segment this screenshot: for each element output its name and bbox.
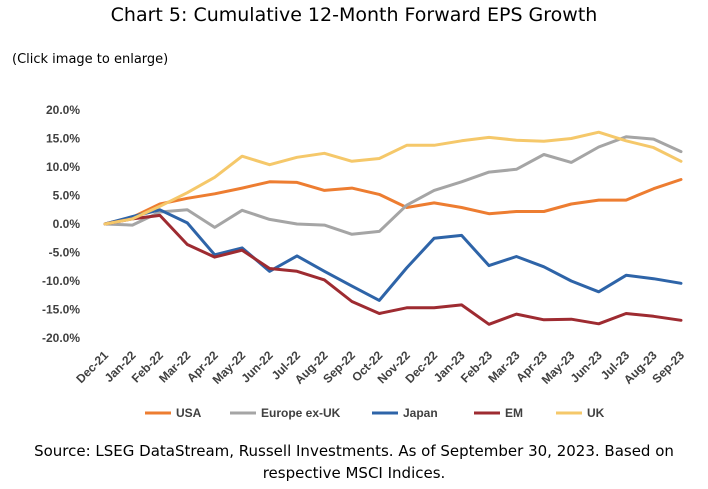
enlarge-hint-link[interactable]: (Click image to enlarge)	[12, 52, 169, 67]
y-tick-label: 0.0%	[53, 217, 81, 231]
series-lines	[103, 130, 683, 326]
series-line-japan	[103, 208, 683, 302]
y-tick-label: 10.0%	[46, 160, 80, 174]
source-line-2: respective MSCI Indices.	[262, 464, 446, 482]
legend-label-uk: UK	[587, 406, 605, 420]
legend-label-japan: Japan	[403, 406, 438, 420]
y-tick-label: -10.0%	[42, 274, 80, 288]
chart-title: Chart 5: Cumulative 12-Month Forward EPS…	[110, 4, 598, 26]
x-tick-label: Jun-23	[568, 348, 605, 385]
y-tick-label: 5.0%	[53, 189, 81, 203]
legend-label-europe-ex-uk: Europe ex-UK	[261, 406, 341, 420]
series-line-em	[103, 213, 683, 326]
series-line-usa	[103, 178, 683, 226]
x-tick-label: Jun-22	[238, 348, 275, 385]
source-line-1: Source: LSEG DataStream, Russell Investm…	[34, 442, 674, 460]
y-tick-label: 20.0%	[46, 103, 80, 117]
legend-label-usa: USA	[176, 406, 202, 420]
y-tick-label: -20.0%	[42, 331, 80, 345]
source-note: Source: LSEG DataStream, Russell Investm…	[0, 440, 708, 484]
legend: USA Europe ex-UK Japan EM UK	[145, 406, 605, 420]
legend-label-em: EM	[505, 406, 523, 420]
y-axis-ticks: 20.0% 15.0% 10.0% 5.0% 0.0% -5.0% -10.0% -15.0%…	[42, 103, 80, 345]
y-tick-label: 15.0%	[46, 132, 80, 146]
series-line-europe-ex-uk	[103, 135, 683, 236]
x-axis-ticks: Dec-21Jan-22Feb-22Mar-22Apr-22May-22Jun-…	[73, 348, 687, 387]
y-tick-label: -15.0%	[42, 303, 80, 317]
series-line-uk	[103, 130, 683, 226]
y-tick-label: -5.0%	[49, 246, 81, 260]
